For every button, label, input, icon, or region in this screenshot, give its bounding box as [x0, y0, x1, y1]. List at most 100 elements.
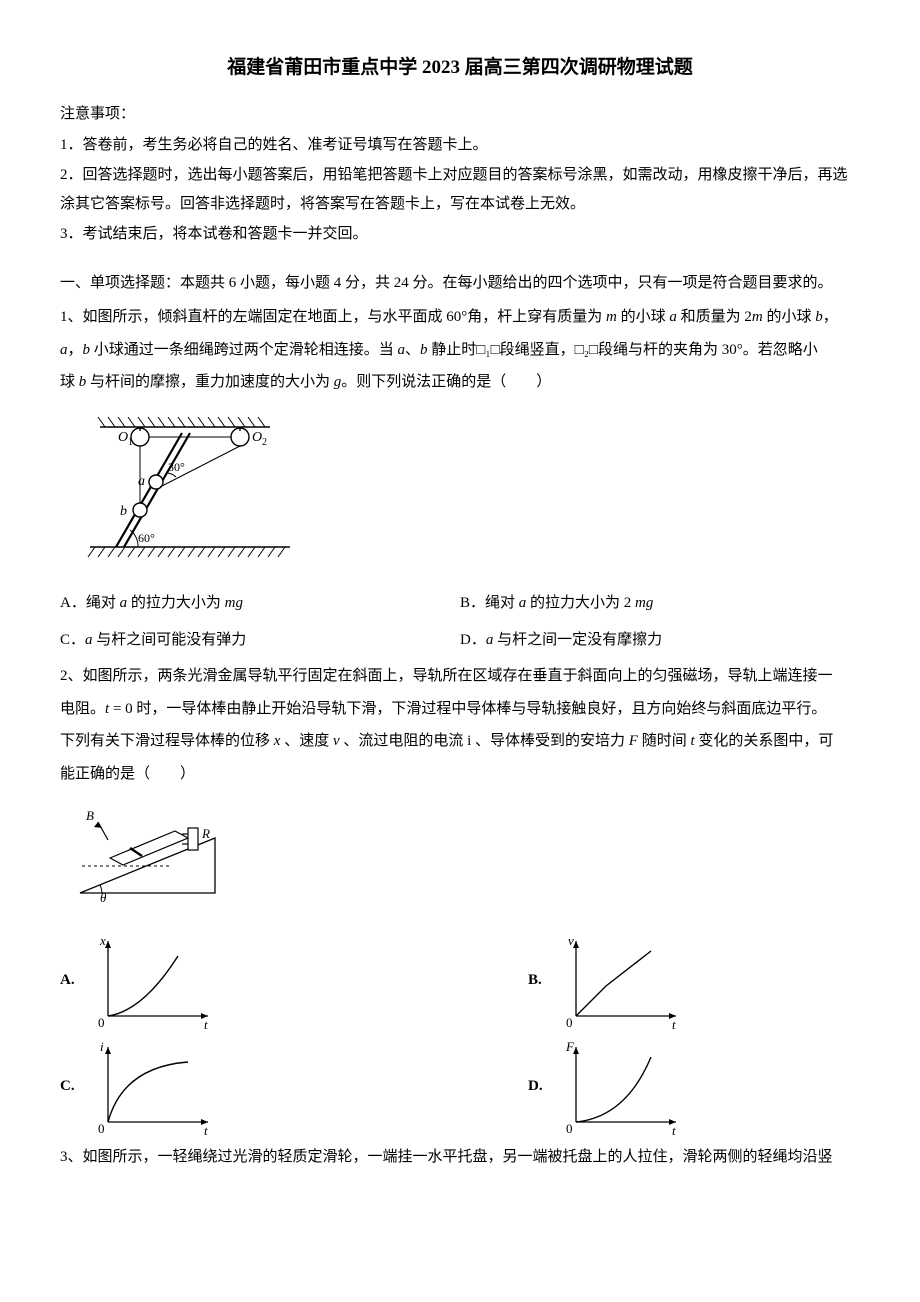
text: 1、如图所示，倾斜直杆的左端固定在地面上，与水平面成 60°角，杆上穿有质量为	[60, 309, 606, 325]
text: 、速度	[280, 733, 333, 749]
var-a: a	[85, 632, 93, 648]
svg-text:R: R	[201, 826, 210, 841]
section-heading: 一、单项选择题：本题共 6 小题，每小题 4 分，共 24 分。在每小题给出的四…	[60, 269, 860, 298]
text: 静止时□₁□段绳竖直，□₂□段绳与杆的夹角为 30°。若忽略小	[428, 342, 818, 358]
q2-charts-row2: C. i t 0 D. F t 0	[60, 1037, 860, 1137]
q2-line4: 能正确的是（ ）	[60, 760, 860, 789]
svg-text:F: F	[565, 1039, 575, 1054]
text: ，	[823, 309, 838, 325]
q1-choice-A: A．绳对 a 的拉力大小为 mg	[60, 589, 460, 618]
q2-choice-B-label: B.	[528, 966, 556, 995]
svg-text:2: 2	[262, 437, 267, 448]
svg-text:a: a	[138, 474, 145, 489]
svg-text:v: v	[568, 933, 574, 948]
q2-line2: 电阻。t = 0 时，一导体棒由静止开始沿导轨下滑，下滑过程中导体棒与导轨接触良…	[60, 695, 860, 724]
instructions-heading: 注意事项：	[60, 100, 860, 129]
q2-line3: 下列有关下滑过程导体棒的位移 x 、速度 v 、流过电阻的电流 i 、导体棒受到…	[60, 727, 860, 756]
text: 、流过电阻的电流 i 、导体棒受到的安培力	[340, 733, 629, 749]
question-3: 3、如图所示，一轻绳绕过光滑的轻质定滑轮，一端挂一水平托盘，另一端被托盘上的人拉…	[60, 1143, 860, 1172]
q1-figure: O1 O2 b a 30° 60°	[60, 407, 860, 578]
svg-text:i: i	[100, 1039, 104, 1054]
question-2: 2、如图所示，两条光滑金属导轨平行固定在斜面上，导轨所在区域存在垂直于斜面向上的…	[60, 662, 860, 788]
var-b: b	[83, 342, 91, 358]
svg-text:b: b	[120, 504, 127, 519]
instruction-item: 3．考试结束后，将本试卷和答题卡一并交回。	[60, 220, 860, 249]
svg-text:t: t	[672, 1017, 676, 1031]
q1-line2: a，b 小球通过一条细绳跨过两个定滑轮相连接。当 a、b 静止时□₁□段绳竖直，…	[60, 336, 860, 365]
var-mg: mg	[225, 595, 243, 611]
text: 小球通过一条细绳跨过两个定滑轮相连接。当	[90, 342, 398, 358]
q2-choice-C-label: C.	[60, 1072, 88, 1101]
text: A．绳对	[60, 595, 120, 611]
svg-text:B: B	[86, 808, 94, 823]
q1-choice-B: B．绳对 a 的拉力大小为 2 mg	[460, 589, 860, 618]
text: 的拉力大小为	[127, 595, 225, 611]
var-m: m	[752, 309, 763, 325]
svg-text:60°: 60°	[138, 531, 155, 545]
instruction-item: 2．回答选择题时，选出每小题答案后，用铅笔把答题卡上对应题目的答案标号涂黑，如需…	[60, 161, 860, 218]
question-1: 1、如图所示，倾斜直杆的左端固定在地面上，与水平面成 60°角，杆上穿有质量为 …	[60, 303, 860, 397]
svg-text:30°: 30°	[168, 460, 185, 474]
q3-line1: 3、如图所示，一轻绳绕过光滑的轻质定滑轮，一端挂一水平托盘，另一端被托盘上的人拉…	[60, 1143, 860, 1172]
q2-choice-D-label: D.	[528, 1072, 556, 1101]
svg-text:O: O	[252, 430, 262, 445]
text: 和质量为 2	[677, 309, 752, 325]
text: C．	[60, 632, 85, 648]
text: 下列有关下滑过程导体棒的位移	[60, 733, 274, 749]
svg-text:0: 0	[98, 1121, 105, 1136]
text: 的拉力大小为 2	[526, 595, 635, 611]
text: 球	[60, 374, 79, 390]
q2-diagram-svg: θ B R	[60, 798, 230, 908]
text: D．	[460, 632, 486, 648]
q2-chart-B: v t 0	[556, 931, 686, 1031]
text: B．绳对	[460, 595, 519, 611]
q1-line1: 1、如图所示，倾斜直杆的左端固定在地面上，与水平面成 60°角，杆上穿有质量为 …	[60, 303, 860, 332]
text: 变化的关系图中，可	[695, 733, 834, 749]
text: 的小球	[617, 309, 670, 325]
svg-text:t: t	[204, 1017, 208, 1031]
q2-line1: 2、如图所示，两条光滑金属导轨平行固定在斜面上，导轨所在区域存在垂直于斜面向上的…	[60, 662, 860, 691]
text: 随时间	[638, 733, 691, 749]
var-b: b	[420, 342, 428, 358]
var-mg: mg	[635, 595, 653, 611]
text: 与杆间的摩擦，重力加速度的大小为	[86, 374, 334, 390]
svg-text:0: 0	[566, 1015, 573, 1030]
var-m: m	[606, 309, 617, 325]
q2-chart-A: x t 0	[88, 931, 218, 1031]
text: ，	[68, 342, 83, 358]
var-b: b	[815, 309, 823, 325]
text: 、	[405, 342, 420, 358]
var-a: a	[669, 309, 677, 325]
q2-figure-main: θ B R	[60, 798, 860, 919]
q1-line3: 球 b 与杆间的摩擦，重力加速度的大小为 g。则下列说法正确的是（ ）	[60, 368, 860, 397]
q2-charts-row1: A. x t 0 B. v t 0	[60, 931, 860, 1031]
q1-diagram-svg: O1 O2 b a 30° 60°	[60, 407, 300, 567]
svg-text:1: 1	[128, 437, 133, 448]
var-v: v	[333, 733, 340, 749]
q2-chart-D: F t 0	[556, 1037, 686, 1137]
var-a: a	[398, 342, 406, 358]
instruction-item: 1．答卷前，考生务必将自己的姓名、准考证号填写在答题卡上。	[60, 131, 860, 160]
q1-choices-row1: A．绳对 a 的拉力大小为 mg B．绳对 a 的拉力大小为 2 mg	[60, 589, 860, 618]
q1-choices-row2: C．a 与杆之间可能没有弹力 D．a 与杆之间一定没有摩擦力	[60, 626, 860, 655]
svg-text:t: t	[204, 1123, 208, 1137]
text: = 0 时，一导体棒由静止开始沿导轨下滑，下滑过程中导体棒与导轨接触良好，且方向…	[109, 701, 826, 717]
text: 与杆之间一定没有摩擦力	[493, 632, 662, 648]
page-title: 福建省莆田市重点中学 2023 届高三第四次调研物理试题	[60, 50, 860, 86]
q2-chart-C: i t 0	[88, 1037, 218, 1137]
var-a: a	[60, 342, 68, 358]
var-F: F	[629, 733, 638, 749]
svg-text:0: 0	[566, 1121, 573, 1136]
text: 的小球	[763, 309, 816, 325]
svg-text:0: 0	[98, 1015, 105, 1030]
svg-text:O: O	[118, 430, 128, 445]
var-a: a	[120, 595, 128, 611]
q1-choice-D: D．a 与杆之间一定没有摩擦力	[460, 626, 860, 655]
text: 与杆之间可能没有弹力	[93, 632, 247, 648]
q1-choice-C: C．a 与杆之间可能没有弹力	[60, 626, 460, 655]
svg-text:θ: θ	[100, 890, 107, 905]
svg-text:t: t	[672, 1123, 676, 1137]
svg-text:x: x	[99, 933, 106, 948]
text: 。则下列说法正确的是（ ）	[341, 374, 551, 390]
q2-choice-A-label: A.	[60, 966, 88, 995]
